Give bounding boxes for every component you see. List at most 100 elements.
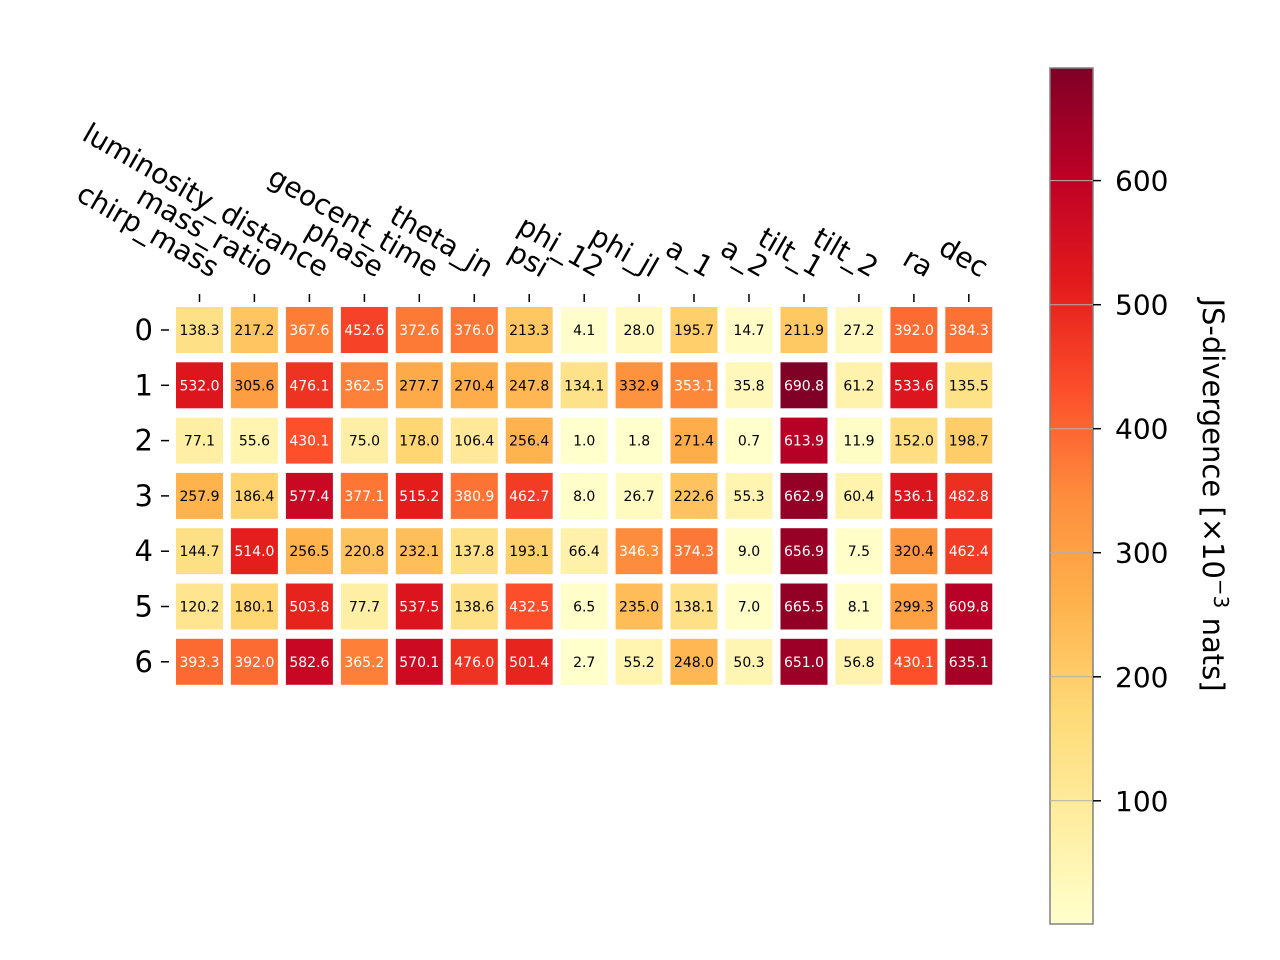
cell-value-label: 56.8 xyxy=(843,655,874,671)
cell-value-label: 635.1 xyxy=(949,655,989,671)
row-label: 2 xyxy=(135,424,153,458)
heatmap-cell xyxy=(505,583,553,630)
heatmap-cell xyxy=(176,417,223,464)
column-label: dec xyxy=(934,230,994,284)
heatmap-cell xyxy=(450,417,498,464)
cell-value-label: 220.8 xyxy=(344,544,384,560)
cell-value-label: 106.4 xyxy=(454,434,494,450)
heatmap-cell xyxy=(176,528,223,575)
cell-value-label: 372.6 xyxy=(399,323,439,339)
heatmap-cell xyxy=(835,583,883,630)
row-label: 5 xyxy=(135,590,153,624)
heatmap-cell xyxy=(670,472,718,519)
heatmap-cell xyxy=(230,417,278,464)
cell-value-label: 217.2 xyxy=(234,323,274,339)
heatmap-cell xyxy=(505,362,553,409)
heatmap-cell xyxy=(835,417,883,464)
heatmap-cell xyxy=(780,472,828,519)
heatmap-cell xyxy=(780,307,828,353)
heatmap-cell xyxy=(780,362,828,409)
cell-value-label: 430.1 xyxy=(289,434,329,450)
cell-value-label: 374.3 xyxy=(674,544,714,560)
heatmap-cell xyxy=(615,528,663,575)
heatmap-cell xyxy=(945,472,993,519)
colorbar-ticks: 100 200 300 400 500 600 xyxy=(1050,165,1168,818)
cell-value-label: 135.5 xyxy=(949,378,989,394)
heatmap-cell xyxy=(395,417,443,464)
cell-value-label: 365.2 xyxy=(344,655,384,671)
cell-value-label: 213.3 xyxy=(509,323,549,339)
colorbar-tick-label: 500 xyxy=(1115,289,1168,322)
cell-value-label: 2.7 xyxy=(573,655,595,671)
cell-value-label: 462.7 xyxy=(509,489,549,505)
cell-value-label: 14.7 xyxy=(733,323,764,339)
row-label: 6 xyxy=(135,645,153,679)
cell-value-label: 536.1 xyxy=(894,489,934,505)
cell-value-label: 393.3 xyxy=(179,655,219,671)
cell-value-label: 609.8 xyxy=(949,600,989,616)
cell-value-label: 186.4 xyxy=(234,489,274,505)
cell-value-label: 152.0 xyxy=(894,434,934,450)
heatmap-cell xyxy=(230,472,278,519)
heatmap-cell xyxy=(285,528,333,575)
heatmap-cell xyxy=(560,362,608,409)
colorbar-label-exponent: −3 xyxy=(1209,579,1233,608)
heatmap-cell xyxy=(615,362,663,409)
colorbar-tick-label: 600 xyxy=(1115,165,1168,198)
cell-value-label: 235.0 xyxy=(619,600,659,616)
cell-value-label: 570.1 xyxy=(399,655,439,671)
row-label: 4 xyxy=(135,534,153,568)
cell-value-label: 501.4 xyxy=(509,655,549,671)
heatmap-cell xyxy=(230,638,278,685)
heatmap-cell xyxy=(945,362,993,409)
heatmap-cell xyxy=(450,528,498,575)
heatmap-cell xyxy=(945,583,993,630)
heatmap-cell xyxy=(725,583,773,630)
cell-value-label: 362.5 xyxy=(344,378,384,394)
cell-value-label: 476.0 xyxy=(454,655,494,671)
heatmap-cell xyxy=(560,583,608,630)
heatmap-cell xyxy=(340,417,388,464)
cell-value-label: 662.9 xyxy=(784,489,824,505)
cell-value-label: 27.2 xyxy=(843,323,874,339)
heatmap-cell xyxy=(835,362,883,409)
heatmap-cell xyxy=(670,583,718,630)
heatmap-cell xyxy=(395,362,443,409)
heatmap-cell xyxy=(890,528,938,575)
heatmap-cell xyxy=(945,417,993,464)
cell-value-label: 77.7 xyxy=(349,600,380,616)
heatmap-cell xyxy=(890,638,938,685)
cell-value-label: 376.0 xyxy=(454,323,494,339)
cell-value-label: 256.5 xyxy=(289,544,329,560)
cell-value-label: 55.3 xyxy=(733,489,764,505)
cell-value-label: 247.8 xyxy=(509,378,549,394)
heatmap-cells: 138.3 217.2 367.6 452.6 372.6 376.0 213.3 4.1 28… xyxy=(176,307,993,685)
heatmap-cell xyxy=(945,528,993,575)
cell-value-label: 222.6 xyxy=(674,489,714,505)
cell-value-label: 277.7 xyxy=(399,378,439,394)
cell-value-label: 77.1 xyxy=(184,434,215,450)
colorbar-gradient xyxy=(1049,67,1094,925)
colorbar-label: JS-divergence [×10−3 nats] xyxy=(1196,296,1233,691)
cell-value-label: 134.1 xyxy=(564,378,604,394)
heatmap-cell xyxy=(945,307,993,353)
heatmap-cell xyxy=(505,638,553,685)
cell-value-label: 11.9 xyxy=(843,434,874,450)
heatmap-cell xyxy=(725,528,773,575)
heatmap-cell xyxy=(725,362,773,409)
cell-value-label: 1.8 xyxy=(628,434,650,450)
cell-value-label: 195.7 xyxy=(674,323,714,339)
cell-value-label: 432.5 xyxy=(509,600,549,616)
heatmap-cell xyxy=(835,472,883,519)
heatmap-cell xyxy=(395,638,443,685)
row-label: 3 xyxy=(135,479,153,513)
column-label: ra xyxy=(898,241,939,284)
cell-value-label: 346.3 xyxy=(619,544,659,560)
heatmap-cell xyxy=(230,528,278,575)
cell-value-label: 299.3 xyxy=(894,600,934,616)
cell-value-label: 61.2 xyxy=(843,378,874,394)
cell-value-label: 271.4 xyxy=(674,434,714,450)
cell-value-label: 28.0 xyxy=(624,323,655,339)
cell-value-label: 452.6 xyxy=(344,323,384,339)
cell-value-label: 138.3 xyxy=(179,323,219,339)
